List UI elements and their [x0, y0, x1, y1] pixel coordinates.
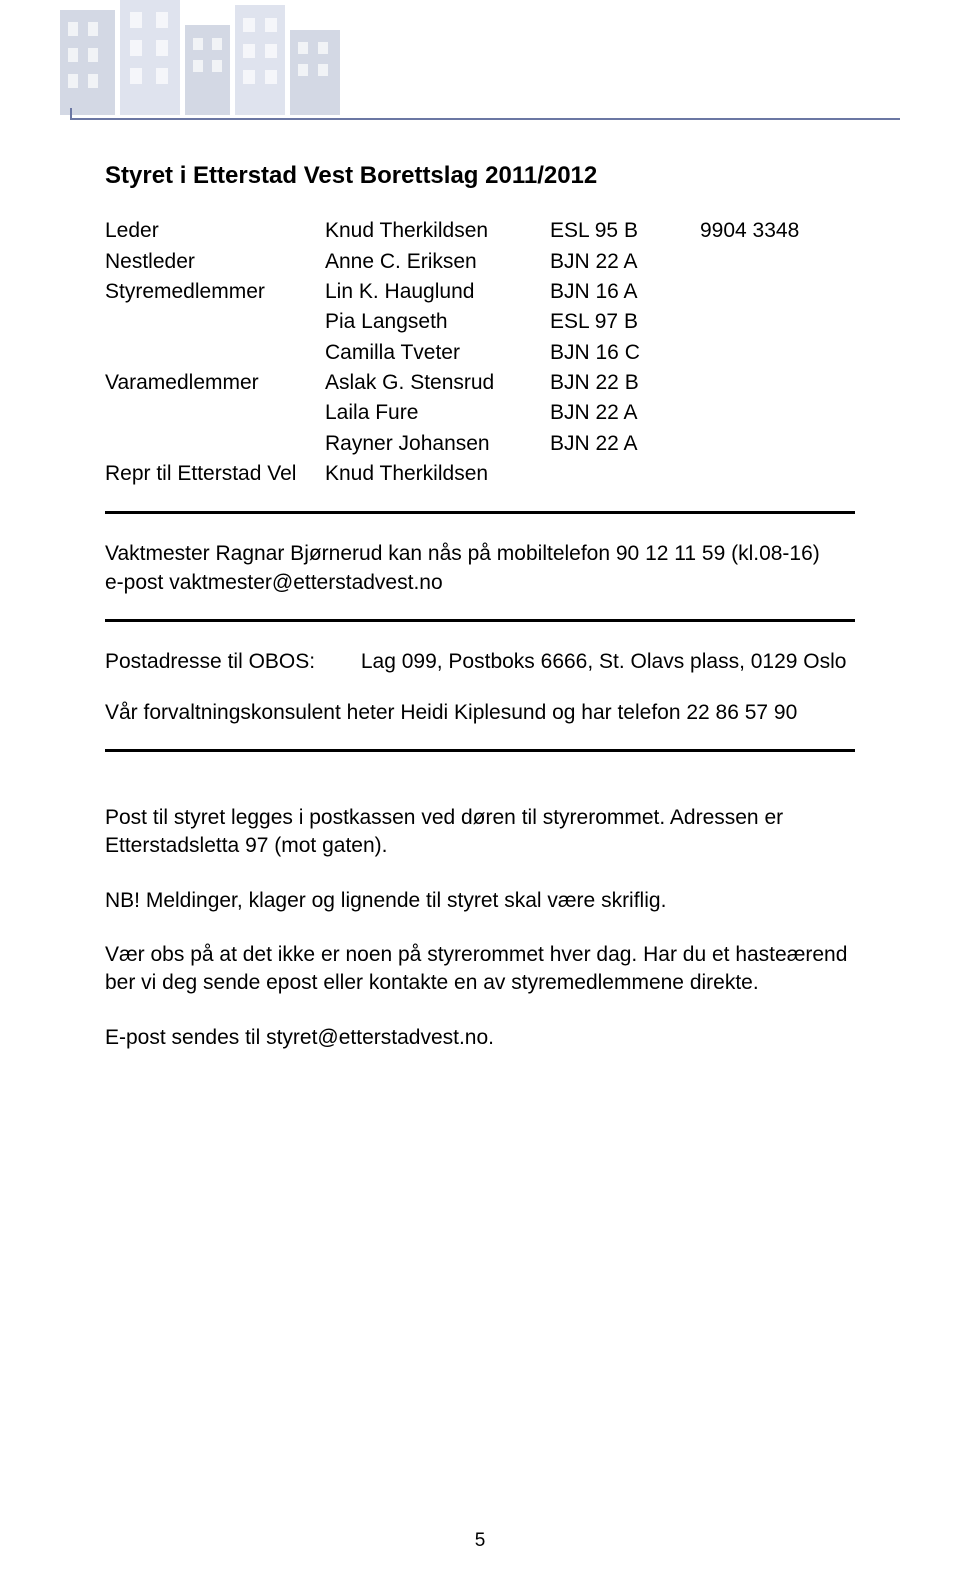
obos-address-line: Postadresse til OBOS: Lag 099, Postboks … [105, 648, 855, 676]
board-name: Anne C. Eriksen [325, 247, 550, 277]
section-divider [105, 511, 855, 514]
board-phone [700, 338, 855, 368]
spacer [105, 778, 855, 804]
obos-label: Postadresse til OBOS: [105, 648, 355, 676]
board-name: Camilla Tveter [325, 338, 550, 368]
board-name: Lin K. Hauglund [325, 277, 550, 307]
vaktmester-line2: e-post vaktmester@etterstadvest.no [105, 571, 443, 594]
board-phone [700, 429, 855, 459]
section-divider [105, 749, 855, 752]
board-name: Pia Langseth [325, 307, 550, 337]
board-addr [550, 459, 700, 489]
table-row: NestlederAnne C. EriksenBJN 22 A [105, 247, 855, 277]
board-addr: ESL 97 B [550, 307, 700, 337]
page-content: Styret i Etterstad Vest Borettslag 2011/… [0, 130, 960, 1052]
vaktmester-block: Vaktmester Ragnar Bjørnerud kan nås på m… [105, 540, 855, 597]
board-role [105, 338, 325, 368]
obos-consultant: Vår forvaltningskonsulent heter Heidi Ki… [105, 699, 855, 727]
board-name: Knud Therkildsen [325, 459, 550, 489]
page-banner [0, 0, 960, 130]
board-phone [700, 307, 855, 337]
table-row: LederKnud TherkildsenESL 95 B9904 3348 [105, 216, 855, 246]
board-name: Rayner Johansen [325, 429, 550, 459]
board-role [105, 398, 325, 428]
board-addr: BJN 22 A [550, 247, 700, 277]
board-name: Aslak G. Stensrud [325, 368, 550, 398]
board-addr: BJN 16 C [550, 338, 700, 368]
board-table: LederKnud TherkildsenESL 95 B9904 3348Ne… [105, 216, 855, 489]
banner-buildings-icon [60, 0, 360, 115]
page-title: Styret i Etterstad Vest Borettslag 2011/… [105, 160, 855, 192]
board-role [105, 307, 325, 337]
footer-p4: E-post sendes til styret@etterstadvest.n… [105, 1024, 855, 1052]
section-divider [105, 619, 855, 622]
board-phone [700, 247, 855, 277]
footer-p3: Vær obs på at det ikke er noen på styrer… [105, 941, 855, 998]
board-role: Styremedlemmer [105, 277, 325, 307]
board-phone [700, 398, 855, 428]
vaktmester-line1: Vaktmester Ragnar Bjørnerud kan nås på m… [105, 542, 820, 565]
table-row: Pia LangsethESL 97 B [105, 307, 855, 337]
table-row: Laila FureBJN 22 A [105, 398, 855, 428]
board-phone [700, 277, 855, 307]
footer-p1: Post til styret legges i postkassen ved … [105, 804, 855, 861]
board-role: Repr til Etterstad Vel [105, 459, 325, 489]
table-row: StyremedlemmerLin K. HauglundBJN 16 A [105, 277, 855, 307]
board-addr: ESL 95 B [550, 216, 700, 246]
board-role: Nestleder [105, 247, 325, 277]
board-addr: BJN 22 B [550, 368, 700, 398]
board-addr: BJN 16 A [550, 277, 700, 307]
obos-value: Lag 099, Postboks 6666, St. Olavs plass,… [361, 650, 847, 673]
board-name: Knud Therkildsen [325, 216, 550, 246]
table-row: Repr til Etterstad VelKnud Therkildsen [105, 459, 855, 489]
table-row: Rayner JohansenBJN 22 A [105, 429, 855, 459]
board-role [105, 429, 325, 459]
board-role: Varamedlemmer [105, 368, 325, 398]
board-phone: 9904 3348 [700, 216, 855, 246]
footer-p2: NB! Meldinger, klager og lignende til st… [105, 887, 855, 915]
board-addr: BJN 22 A [550, 398, 700, 428]
board-phone [700, 368, 855, 398]
board-name: Laila Fure [325, 398, 550, 428]
table-row: Camilla TveterBJN 16 C [105, 338, 855, 368]
banner-rule [70, 118, 900, 120]
board-addr: BJN 22 A [550, 429, 700, 459]
table-row: VaramedlemmerAslak G. StensrudBJN 22 B [105, 368, 855, 398]
page-number: 5 [0, 1530, 960, 1552]
board-role: Leder [105, 216, 325, 246]
board-phone [700, 459, 855, 489]
